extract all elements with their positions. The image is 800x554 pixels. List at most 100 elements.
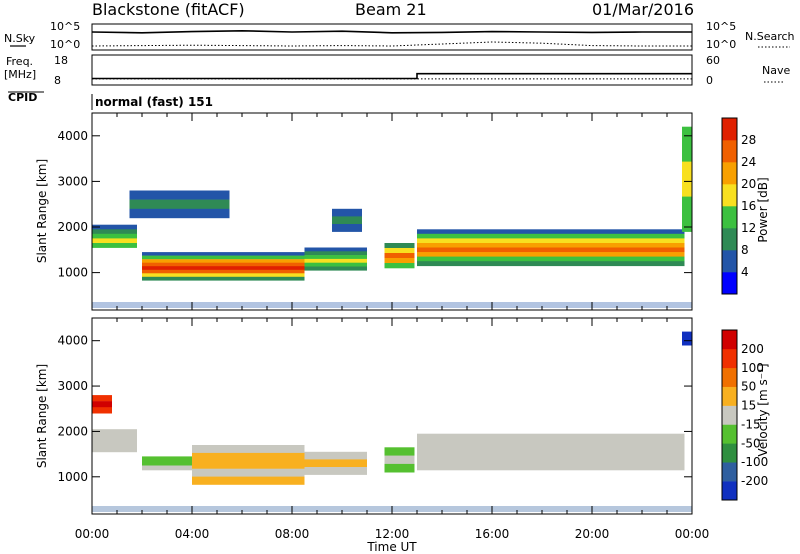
velocity-tick-1: 100 bbox=[741, 361, 764, 375]
band-3-row-1 bbox=[384, 248, 415, 254]
band-3-row-3 bbox=[384, 258, 415, 264]
nave-label: Nave bbox=[762, 64, 790, 77]
band-4-row-1 bbox=[417, 233, 685, 239]
band-6-row-1 bbox=[92, 401, 112, 408]
power-swatch-5 bbox=[722, 162, 737, 185]
band-0-row-0 bbox=[92, 224, 137, 230]
band-1-row-0 bbox=[142, 252, 305, 256]
nsearch-label: N.Search bbox=[745, 30, 795, 43]
nsky-tick-low: 10^0 bbox=[50, 38, 80, 51]
velocity-panel: Slant Range [km] 1000 2000 3000 4000 bbox=[35, 317, 693, 515]
velocity-tick-0: 200 bbox=[741, 342, 764, 356]
velocity-tick-3: 15 bbox=[741, 399, 756, 413]
x-tick-label-3: 12:00 bbox=[375, 527, 410, 541]
band-0-row-2 bbox=[92, 233, 137, 239]
velocity-swatch-8 bbox=[722, 330, 737, 350]
nsearch-tick-low: 10^0 bbox=[706, 38, 736, 51]
band-5-row-2 bbox=[417, 457, 685, 471]
power-y-label: Slant Range [km] bbox=[35, 159, 49, 263]
band-2-row-5 bbox=[304, 266, 367, 271]
band-0-row-1 bbox=[92, 229, 137, 235]
band-4-row-5 bbox=[417, 252, 685, 257]
nsky-label: N.Sky bbox=[4, 32, 36, 45]
band-1-row-3 bbox=[142, 262, 305, 267]
power-tick-1: 8 bbox=[741, 243, 749, 257]
band-1-row-4 bbox=[142, 266, 305, 270]
band-5-row-0 bbox=[417, 433, 685, 447]
beam-title: Beam 21 bbox=[355, 0, 427, 19]
velocity-swatch-4 bbox=[722, 405, 737, 425]
freq-panel: Freq. [MHz] 18 8 60 0 Nave bbox=[4, 54, 790, 87]
band-4-row-0 bbox=[417, 229, 685, 235]
velocity-swatch-1 bbox=[722, 462, 737, 482]
band-2-row-2 bbox=[192, 460, 305, 469]
power-swatch-4 bbox=[722, 184, 737, 207]
x-tick-label-6: 00:00 bbox=[675, 527, 710, 541]
band-4-row-7 bbox=[417, 261, 685, 267]
band-2-row-2 bbox=[304, 255, 367, 260]
x-tick-labels: 00:00 04:00 08:00 12:00 16:00 20:00 00:00 bbox=[75, 527, 710, 541]
band-1-row-5 bbox=[142, 269, 305, 274]
band-1-row-1 bbox=[142, 460, 192, 466]
power-swatch-0 bbox=[722, 272, 737, 295]
y-tick-label-1: 2000 bbox=[57, 424, 88, 438]
band-0-row-2 bbox=[92, 444, 137, 453]
nsky-panel: N.Sky 10^5 10^0 10^5 10^0 N.Search bbox=[4, 20, 795, 51]
band-2-row-0 bbox=[192, 445, 305, 454]
band-4-row-0 bbox=[384, 447, 415, 456]
velocity-cells bbox=[92, 331, 692, 512]
band-4-row-1 bbox=[384, 455, 415, 465]
velocity-x-ticks bbox=[91, 318, 693, 514]
velocity-tick-4: -15 bbox=[741, 417, 761, 431]
power-colorbar-label: Power [dB] bbox=[756, 177, 770, 242]
power-cells bbox=[92, 126, 692, 308]
band-3-row-0 bbox=[384, 243, 415, 249]
band-1-row-2 bbox=[142, 259, 305, 263]
power-panel: Slant Range [km] 1000 2000 3000 4000 bbox=[35, 112, 693, 311]
x-tick-label-5: 20:00 bbox=[575, 527, 610, 541]
power-swatch-6 bbox=[722, 140, 737, 163]
station-title: Blackstone (fitACF) bbox=[92, 0, 245, 19]
velocity-tick-2: 50 bbox=[741, 380, 756, 394]
nsearch-line bbox=[91, 41, 692, 47]
power-tick-2: 12 bbox=[741, 221, 756, 235]
band-0-row-1 bbox=[92, 436, 137, 445]
band-2-row-1 bbox=[304, 251, 367, 256]
date-title: 01/Mar/2016 bbox=[592, 0, 694, 19]
freq-frame bbox=[91, 54, 693, 86]
band-5-row-1 bbox=[129, 199, 230, 209]
y-tick-label-0: 1000 bbox=[57, 266, 88, 280]
band-3-row-0 bbox=[304, 451, 367, 460]
nave-tick-high: 60 bbox=[706, 54, 720, 67]
power-frame bbox=[721, 117, 738, 295]
band-4-row-2 bbox=[417, 238, 685, 244]
power-colorbar: 4 8 12 16 20 24 28 bbox=[721, 117, 756, 295]
band-1-row-0 bbox=[142, 456, 192, 462]
y-tick-label-1: 2000 bbox=[57, 220, 88, 234]
band-7-row-1 bbox=[682, 161, 692, 197]
freq-tick-low: 8 bbox=[54, 74, 61, 87]
power-tick-0: 4 bbox=[741, 265, 749, 279]
nsky-line bbox=[91, 29, 692, 34]
power-swatch-7 bbox=[722, 118, 737, 141]
x-tick-label-0: 00:00 bbox=[75, 527, 110, 541]
velocity-swatch-7 bbox=[722, 348, 737, 369]
band-4-row-3 bbox=[417, 243, 685, 248]
band-1-row-1 bbox=[142, 255, 305, 260]
velocity-colorbar-label: Velocity [m s⁻¹] bbox=[756, 363, 770, 456]
band-6-row-2 bbox=[92, 407, 112, 414]
x-axis-label: Time UT bbox=[366, 540, 417, 554]
power-swatch-1 bbox=[722, 250, 737, 273]
velocity-frame bbox=[721, 329, 738, 501]
power-tick-6: 28 bbox=[741, 133, 756, 147]
x-tick-label-1: 04:00 bbox=[175, 527, 210, 541]
band-7-row-2 bbox=[682, 196, 692, 232]
freq-line bbox=[92, 72, 692, 80]
nsearch-tick-high: 10^5 bbox=[706, 20, 736, 33]
cpid-label: CPID bbox=[8, 91, 37, 104]
power-x-ticks bbox=[91, 113, 693, 310]
nsky-trace bbox=[91, 29, 692, 34]
freq-trace bbox=[92, 72, 692, 80]
power-y-ticks: 1000 2000 3000 4000 bbox=[57, 129, 692, 280]
